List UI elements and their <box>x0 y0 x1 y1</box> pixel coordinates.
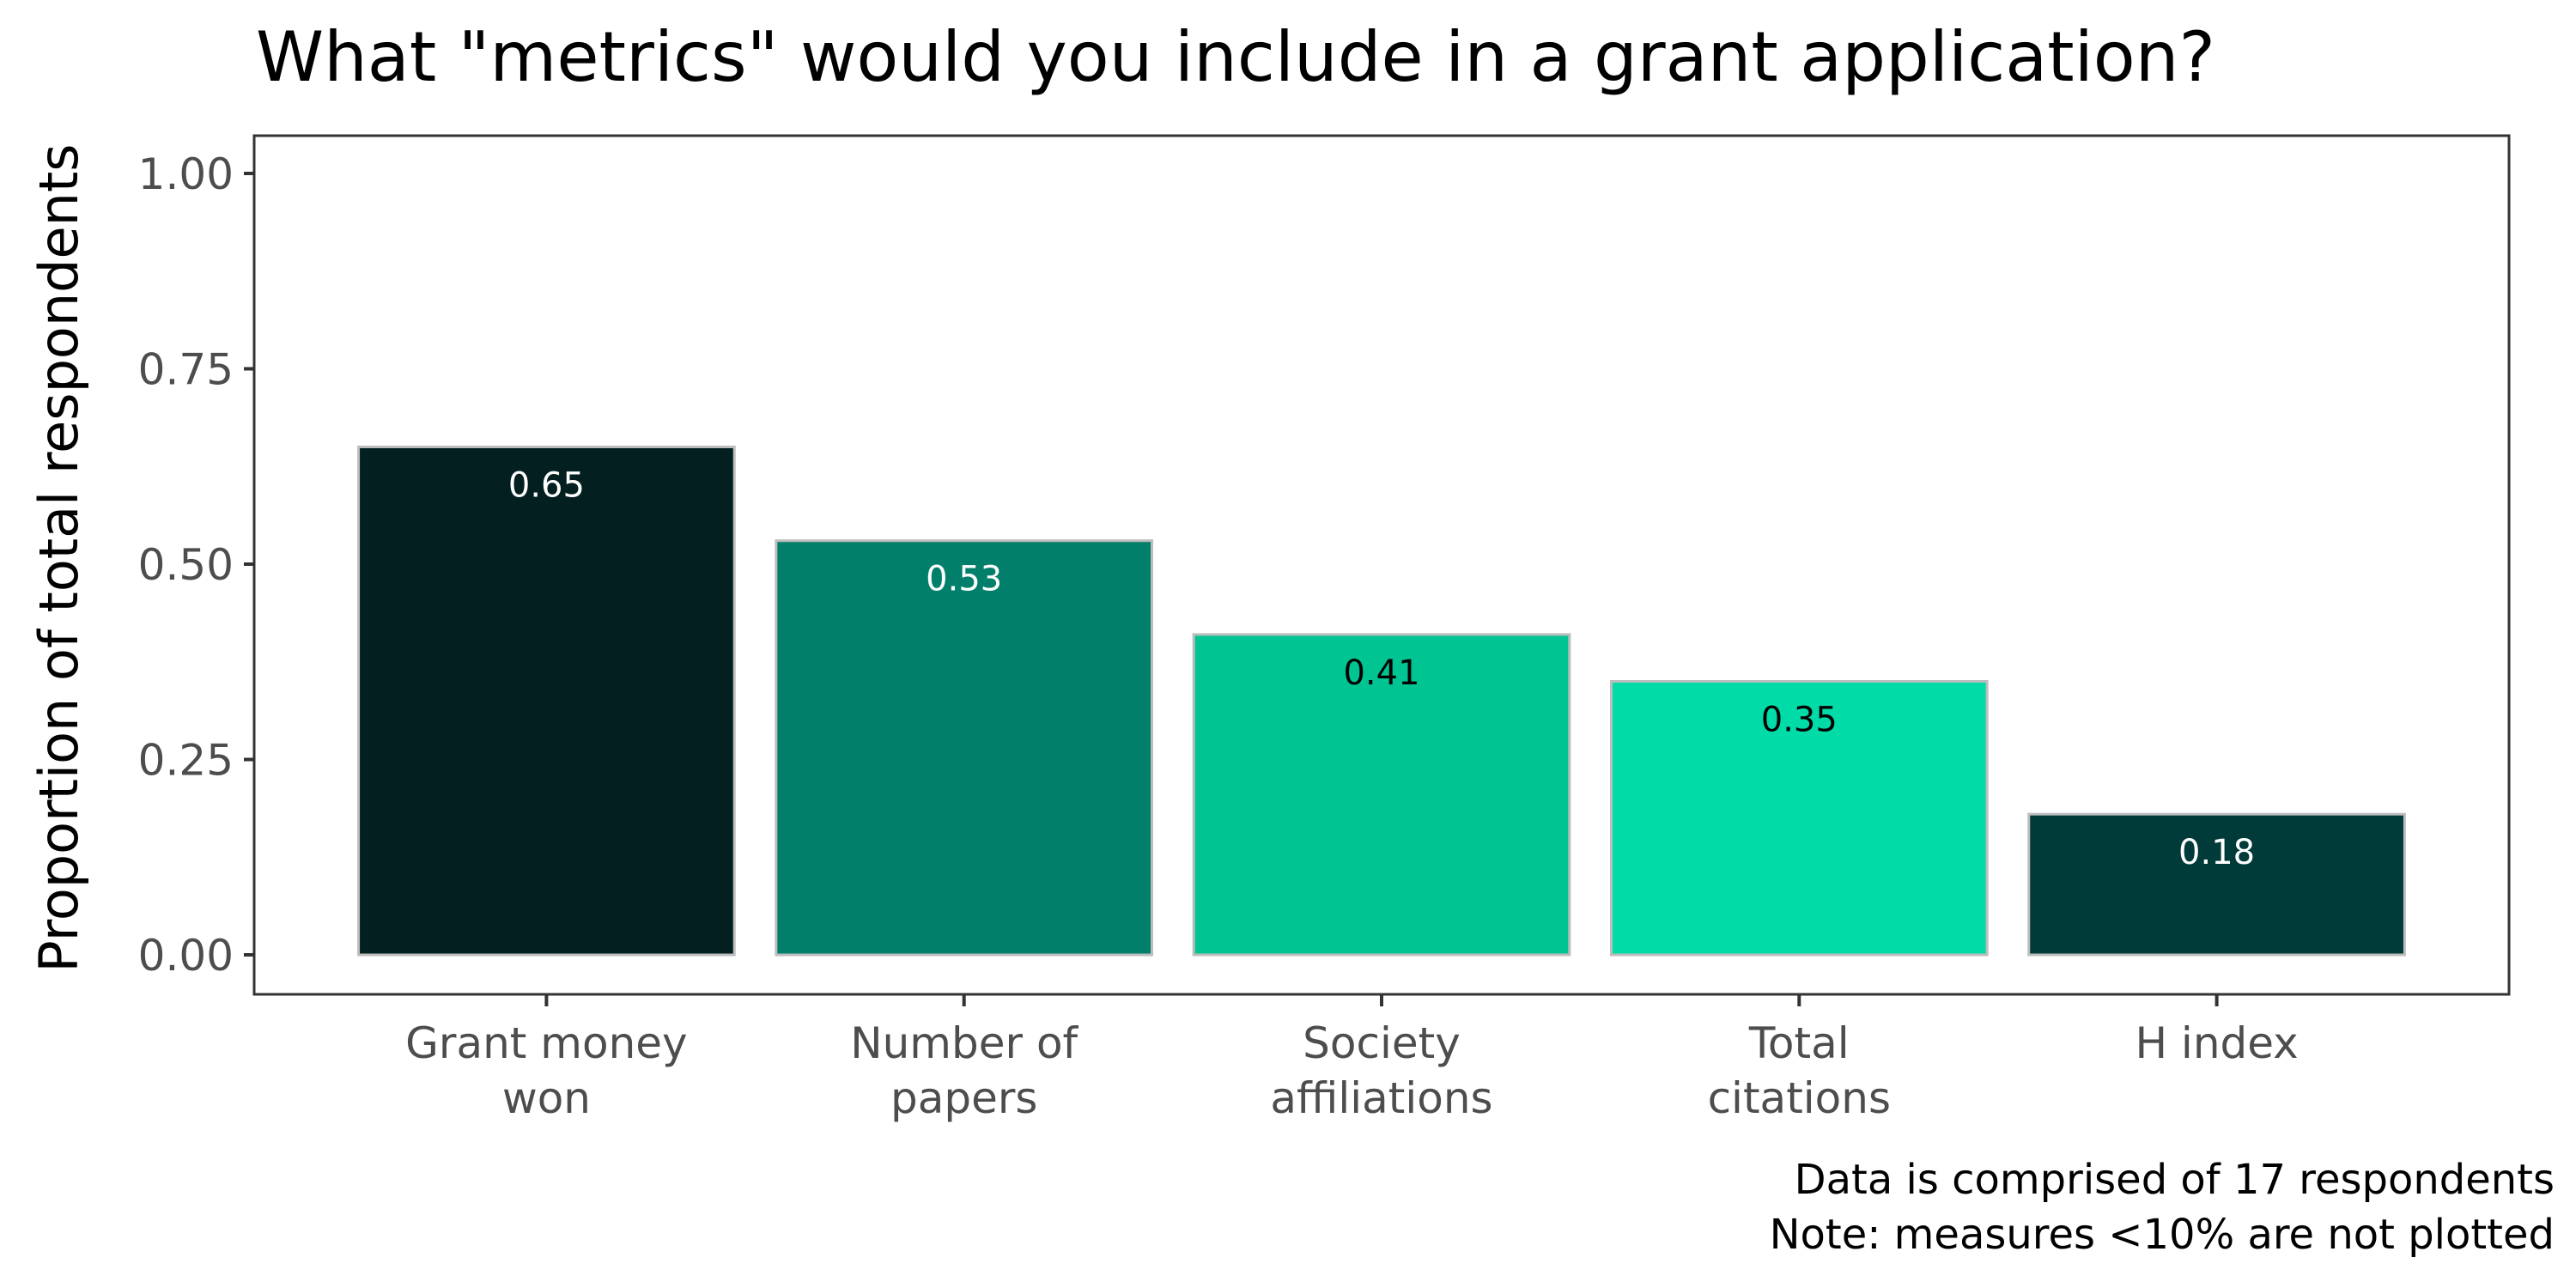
x-tick-label: won <box>502 1073 591 1123</box>
bars-group: 0.65 0.53 0.41 0.35 0.18 <box>357 446 2406 957</box>
x-tick-label: Number of <box>850 1018 1078 1068</box>
bar-3 <box>1609 680 1989 957</box>
x-tick-label: affiliations <box>1270 1073 1492 1123</box>
bar-value-label: 0.35 <box>1761 701 1838 740</box>
y-tick-label: 0.25 <box>138 736 234 786</box>
x-tick-label: Society <box>1303 1018 1461 1068</box>
y-axis: 0.00 0.25 0.50 0.75 1.00 <box>138 149 254 981</box>
x-tick-label: Total <box>1748 1018 1850 1068</box>
caption-line: Note: measures <10% are not plotted <box>1770 1211 2555 1259</box>
bar-value-label: 0.65 <box>508 466 585 506</box>
x-tick-label: Grant money <box>405 1018 687 1068</box>
bar-value-label: 0.41 <box>1343 653 1419 693</box>
bar-value-label: 0.53 <box>926 560 1002 599</box>
bar-4 <box>2027 812 2406 957</box>
y-axis-label: Proportion of total respondents <box>27 143 90 972</box>
bar-value-label: 0.18 <box>2178 833 2255 872</box>
x-tick-label: citations <box>1708 1073 1891 1123</box>
y-tick-label: 0.00 <box>138 931 234 981</box>
bar-0 <box>357 446 736 957</box>
y-tick-label: 0.75 <box>138 345 234 395</box>
caption-group: Data is comprised of 17 respondents Note:… <box>1770 1156 2555 1259</box>
y-tick-label: 1.00 <box>138 149 234 199</box>
y-tick-label: 0.50 <box>138 540 234 590</box>
x-tick-label: papers <box>890 1073 1037 1123</box>
bar-2 <box>1192 633 1571 957</box>
x-tick-label: H index <box>2135 1018 2298 1068</box>
chart-title: What "metrics" would you include in a gr… <box>256 17 2215 97</box>
bar-1 <box>775 539 1154 957</box>
caption-line: Data is comprised of 17 respondents <box>1795 1156 2555 1204</box>
